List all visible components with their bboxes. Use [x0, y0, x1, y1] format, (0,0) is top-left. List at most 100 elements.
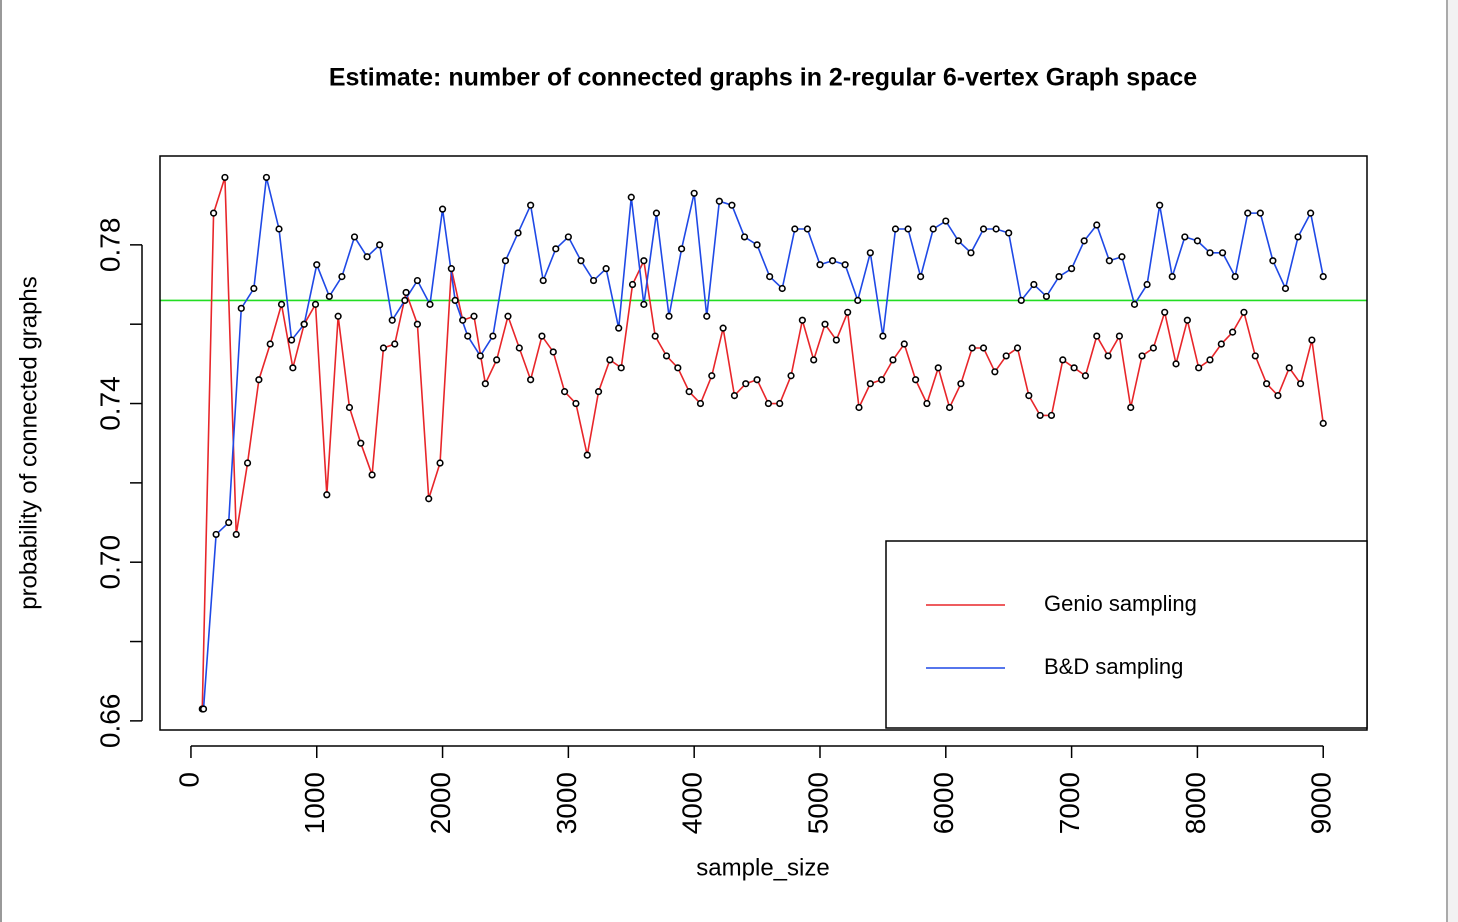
y-tick-label: 0.74: [94, 376, 125, 431]
data-point: [1193, 237, 1202, 245]
data-point: [1307, 209, 1315, 217]
data-point: [1127, 403, 1135, 412]
data-point: [708, 372, 716, 380]
data-point: [891, 225, 900, 233]
data-point: [401, 296, 409, 304]
data-point: [945, 403, 954, 412]
data-point: [1218, 249, 1227, 257]
data-point: [1181, 233, 1189, 241]
x-tick-label: 9000: [1306, 772, 1337, 834]
data-point: [504, 312, 512, 320]
data-point: [730, 391, 739, 400]
data-point: [313, 261, 321, 269]
data-point: [376, 241, 384, 249]
data-point: [379, 344, 388, 352]
data-point: [821, 320, 829, 328]
data-point: [514, 229, 522, 237]
data-point: [1294, 233, 1302, 241]
data-point: [606, 356, 614, 364]
data-point: [992, 225, 1000, 233]
data-point: [262, 173, 271, 182]
data-point: [464, 332, 472, 340]
data-point: [728, 201, 736, 209]
data-point: [1256, 209, 1264, 217]
x-axis-label: sample_size: [696, 854, 829, 881]
data-point: [539, 276, 547, 285]
data-point: [1308, 336, 1316, 344]
x-tick-label: 6000: [928, 772, 959, 834]
data-point: [1093, 332, 1101, 340]
data-point: [889, 356, 897, 364]
data-point: [967, 249, 975, 257]
data-point: [674, 364, 682, 372]
data-point: [1274, 391, 1282, 400]
data-point: [878, 376, 886, 384]
data-point: [798, 316, 806, 324]
data-point: [300, 320, 308, 328]
data-point: [350, 233, 359, 241]
data-point: [489, 332, 497, 340]
y-tick-label: 0.78: [94, 218, 125, 272]
data-point: [357, 439, 365, 447]
data-point: [476, 352, 484, 360]
data-point: [1130, 300, 1139, 308]
data-point: [549, 348, 557, 356]
data-point: [766, 272, 774, 281]
data-point: [237, 304, 245, 312]
data-point: [436, 459, 444, 467]
data-point: [402, 288, 410, 297]
data-point: [438, 205, 447, 213]
data-point: [912, 376, 920, 384]
data-point: [459, 316, 467, 324]
legend-box: [885, 540, 1368, 729]
data-point: [942, 217, 950, 225]
data-point: [1055, 272, 1063, 281]
data-point: [855, 403, 863, 412]
data-point: [778, 284, 786, 293]
data-point: [662, 352, 671, 360]
data-point: [1104, 352, 1112, 360]
data-point: [968, 344, 976, 352]
data-point: [715, 197, 723, 205]
data-point: [1285, 364, 1293, 372]
data-point: [447, 265, 455, 273]
data-point: [1059, 356, 1067, 364]
data-point: [311, 300, 320, 308]
legend-label: B&D sampling: [1044, 654, 1183, 679]
data-point: [696, 399, 705, 408]
data-point: [1047, 411, 1056, 420]
x-tick-label: 0: [173, 772, 204, 788]
data-point: [527, 376, 535, 384]
data-point: [1281, 284, 1290, 293]
data-point: [345, 403, 354, 412]
data-point: [1042, 292, 1051, 301]
x-tick-label: 7000: [1054, 772, 1085, 834]
data-point: [1138, 352, 1146, 360]
data-point: [1025, 391, 1033, 400]
data-point: [1206, 249, 1214, 257]
data-point: [334, 312, 342, 320]
data-point: [844, 308, 852, 316]
y-tick-label: 0.70: [94, 535, 125, 590]
x-tick-label: 4000: [677, 772, 708, 834]
data-point: [1036, 411, 1044, 420]
data-point: [243, 459, 252, 467]
data-point: [1296, 380, 1305, 388]
data-point: [1217, 340, 1225, 348]
data-point: [527, 201, 535, 209]
data-point: [1251, 352, 1259, 360]
x-tick-label: 5000: [802, 772, 833, 834]
data-point: [979, 225, 988, 233]
data-point: [1172, 360, 1180, 368]
data-point: [481, 380, 489, 388]
data-point: [810, 356, 818, 364]
data-point: [1030, 280, 1038, 289]
y-tick-label: 0.66: [94, 694, 125, 749]
data-point: [1118, 253, 1126, 261]
data-point: [287, 336, 296, 344]
legend-label: Genio sampling: [1044, 591, 1197, 616]
data-point: [651, 332, 659, 340]
data-point: [719, 324, 727, 332]
data-point: [209, 209, 218, 217]
plot-frame: [159, 155, 1368, 731]
